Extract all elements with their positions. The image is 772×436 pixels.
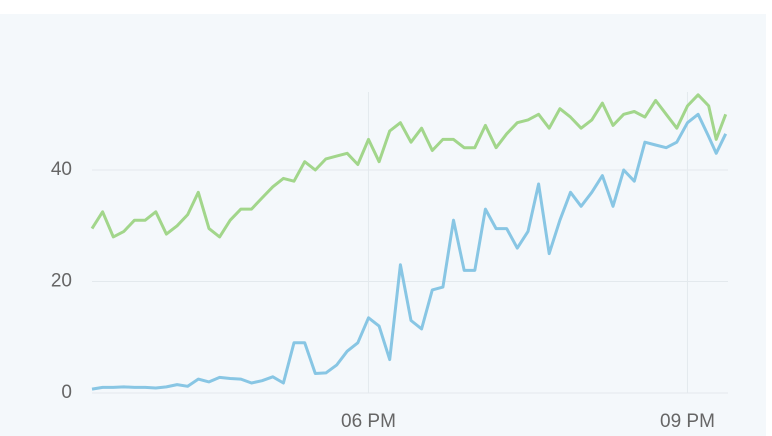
y-tick-label: 20 — [51, 271, 72, 292]
x-tick-label: 06 PM — [341, 411, 396, 432]
line — [91, 112, 728, 391]
y-tick-label: 40 — [51, 159, 72, 180]
panel — [0, 14, 766, 436]
x-tick-label: 09 PM — [660, 411, 715, 432]
line — [90, 93, 728, 239]
y-tick-label: 0 — [61, 382, 72, 403]
